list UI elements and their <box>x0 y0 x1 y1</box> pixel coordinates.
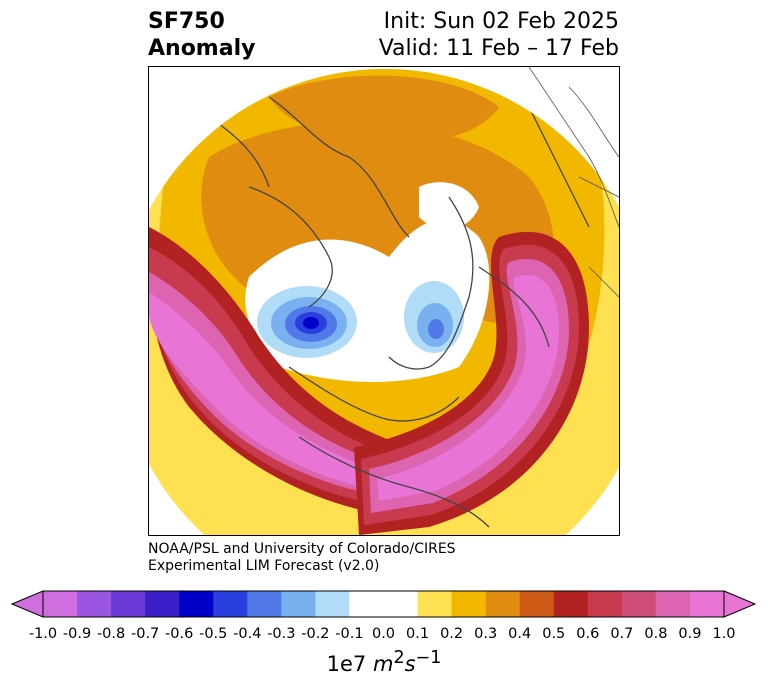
colorbar-segment <box>587 591 623 617</box>
colorbar-tick-label: 0.5 <box>542 626 566 642</box>
units-s-exponent: −1 <box>415 648 442 668</box>
colorbar-tick-label: 0.7 <box>610 626 634 642</box>
units-m-exponent: 2 <box>393 648 405 668</box>
colorbar-tick-label: 0.9 <box>678 626 702 642</box>
colorbar-extend-high <box>723 590 757 618</box>
colorbar-segment <box>655 591 691 617</box>
colorbar-tick-label: 0.3 <box>474 626 498 642</box>
positive-band-west-0.7 <box>149 247 399 507</box>
colorbar-segment <box>111 591 146 617</box>
colorbar-segment <box>383 591 419 617</box>
colorbar-tick-label: -0.4 <box>233 626 262 642</box>
colorbar-tick-label: 0.8 <box>644 626 668 642</box>
colorbar-segment <box>77 591 112 617</box>
colorbar-tick-label: 0.0 <box>371 626 396 642</box>
colorbar-segment <box>281 591 316 617</box>
colorbar-tick-label: -0.8 <box>96 626 126 642</box>
anomaly-map-graphic <box>149 67 619 535</box>
colorbar-tick-label: 1.0 <box>712 626 736 642</box>
data-credit: NOAA/PSL and University of Colorado/CIRE… <box>148 541 456 575</box>
polar-map <box>148 66 620 536</box>
colorbar-segment <box>43 591 78 617</box>
variable-name: SF750 <box>148 9 225 34</box>
coastlines <box>208 96 590 528</box>
colorbar-segment <box>689 591 725 617</box>
colorbar-segment <box>145 591 180 617</box>
colorbar-segment <box>451 591 487 617</box>
colorbar-segment <box>179 591 214 617</box>
colorbar-tick-label: -0.2 <box>301 626 330 642</box>
colorbar <box>10 590 757 618</box>
colorbar-segment <box>485 591 521 617</box>
colorbar-units: 1e7 m2s−1 <box>0 648 768 676</box>
colorbar-tick-label: -0.5 <box>199 626 228 642</box>
colorbar-segment <box>519 591 555 617</box>
credit-line-1: NOAA/PSL and University of Colorado/CIRE… <box>148 541 456 557</box>
neutral-zone-north <box>419 182 479 230</box>
field-type: Anomaly <box>148 36 256 61</box>
anomaly-arctic-ridge <box>269 75 499 141</box>
colorbar-outline <box>42 590 725 618</box>
colorbar-segments <box>43 591 725 617</box>
colorbar-tick-label: -0.1 <box>335 626 364 642</box>
colorbar-tick-label: -0.9 <box>62 626 92 642</box>
colorbar-tick-label: 0.2 <box>440 626 464 642</box>
colorbar-extend-low <box>10 590 44 618</box>
colorbar-tick-label: -0.7 <box>130 626 160 642</box>
colorbar-segment <box>315 591 350 617</box>
colorbar-tick-label: 0.1 <box>406 626 430 642</box>
positive-band-east-0.9 <box>369 258 569 513</box>
colorbar-tick-label: -0.3 <box>267 626 296 642</box>
init-date: Init: Sun 02 Feb 2025 <box>383 9 619 34</box>
colorbar-segment <box>349 591 384 617</box>
credit-line-2: Experimental LIM Forecast (v2.0) <box>148 558 380 574</box>
colorbar-segment <box>213 591 248 617</box>
colorbar-segment <box>621 591 657 617</box>
colorbar-tick-label: 0.4 <box>508 626 532 642</box>
colorbar-ticks: -1.0 -0.9 -0.8 -0.7 -0.6 -0.5 -0.4 -0.3 -0.2 -0.1… <box>0 626 768 646</box>
forecast-dates: Init: Sun 02 Feb 2025 Valid: 11 Feb – 17… <box>379 8 619 62</box>
plot-title: SF750 Anomaly <box>148 8 255 62</box>
negative-anomaly-west-core <box>303 317 319 329</box>
valid-range: Valid: 11 Feb – 17 Feb <box>378 36 619 61</box>
units-s: s <box>404 652 416 676</box>
units-scale: 1e7 <box>326 652 367 676</box>
colorbar-tick-label: 0.6 <box>576 626 600 642</box>
positive-band-east-core <box>377 274 559 501</box>
positive-band-west-0.9 <box>149 272 394 497</box>
grid-borders-outside-disk <box>528 67 619 298</box>
units-m: m <box>372 652 394 676</box>
colorbar-tick-label: -1.0 <box>28 626 58 642</box>
colorbar-segment <box>247 591 282 617</box>
colorbar-segment <box>417 591 453 617</box>
colorbar-tick-label: -0.6 <box>165 626 194 642</box>
negative-anomaly-east-core <box>428 319 444 339</box>
colorbar-segment <box>553 591 589 617</box>
